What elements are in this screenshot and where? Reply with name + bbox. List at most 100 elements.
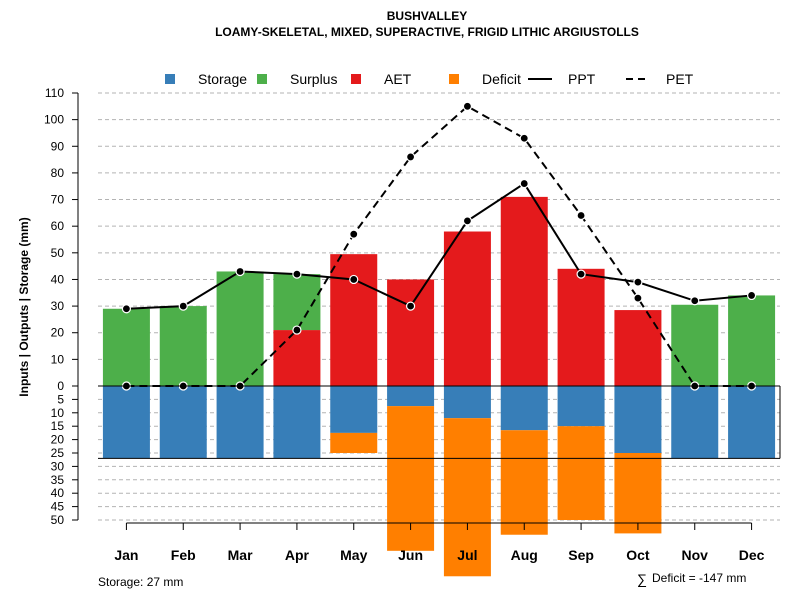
y-tick-label: 20	[51, 326, 65, 340]
chart-title: BUSHVALLEY	[387, 9, 467, 23]
x-tick-label: Mar	[228, 547, 253, 563]
surplus-bar	[728, 295, 776, 386]
ppt-point	[292, 269, 302, 279]
storage-swatch	[165, 74, 175, 84]
y-tick-label: 80	[51, 166, 65, 180]
storage-bar	[614, 386, 662, 453]
bars	[102, 196, 776, 577]
chart-subtitle: LOAMY-SKELETAL, MIXED, SUPERACTIVE, FRIG…	[215, 25, 639, 39]
surplus-bar	[159, 306, 207, 386]
pet-point	[349, 229, 359, 239]
axes: 0102030405060708090100110510152025303540…	[44, 86, 781, 563]
ppt-point	[405, 301, 416, 311]
aet-bar	[387, 279, 435, 386]
ppt-point	[576, 269, 586, 279]
aet-bar	[273, 330, 321, 386]
pet-point	[633, 293, 643, 303]
ppt-point	[519, 178, 529, 189]
aet-swatch	[351, 74, 361, 84]
pet-point	[462, 101, 473, 111]
storage-bar	[728, 386, 776, 459]
y-tick-label: 15	[51, 419, 65, 433]
ppt-point	[121, 304, 132, 314]
deficit-bar	[614, 453, 662, 534]
y-axis-label: Inputs | Outputs | Storage (mm)	[17, 217, 31, 396]
lines	[121, 101, 757, 391]
legend: Storage Surplus AET Deficit PPT PET	[165, 71, 694, 87]
gridlines	[98, 92, 780, 521]
pet-point	[405, 152, 416, 162]
y-tick-label: 90	[51, 139, 65, 153]
x-tick-label: Jan	[114, 547, 138, 563]
storage-bar	[216, 386, 264, 459]
y-tick-label: 40	[51, 486, 65, 500]
storage-bar	[273, 386, 321, 459]
y-tick-label: 100	[44, 113, 64, 127]
surplus-swatch	[257, 74, 267, 84]
y-tick-label: 30	[51, 459, 65, 473]
surplus-legend-label: Surplus	[290, 71, 337, 87]
deficit-footnote: Deficit = -147 mm	[652, 571, 746, 585]
x-tick-label: Nov	[682, 547, 709, 563]
y-tick-label: 70	[51, 193, 65, 207]
pet-point	[576, 210, 586, 221]
y-tick-label: 50	[51, 513, 65, 527]
surplus-bar	[102, 308, 150, 386]
y-tick-label: 35	[51, 473, 65, 487]
x-tick-label: May	[340, 547, 367, 563]
ppt-point	[746, 290, 757, 301]
x-tick-label: Apr	[285, 547, 310, 563]
x-tick-label: Aug	[511, 547, 538, 563]
storage-bar	[102, 386, 150, 459]
deficit-bar	[557, 426, 605, 520]
storage-bar	[330, 386, 378, 433]
surplus-bar	[216, 271, 264, 386]
y-tick-label: 10	[51, 406, 65, 420]
x-tick-label: Feb	[171, 547, 196, 563]
ppt-point	[235, 266, 245, 277]
aet-legend-label: AET	[384, 71, 412, 87]
y-tick-label: 60	[51, 219, 65, 233]
storage-bar	[387, 386, 435, 407]
pet-point	[292, 325, 302, 335]
pet-point	[519, 133, 529, 143]
ppt-point	[462, 216, 473, 226]
ppt-point	[349, 274, 359, 285]
sum-symbol-icon: ∑	[637, 571, 647, 587]
storage-footnote: Storage: 27 mm	[98, 575, 183, 589]
x-tick-label: Oct	[626, 547, 650, 563]
ppt-point	[690, 296, 700, 306]
deficit-swatch	[449, 74, 459, 84]
aet-bar	[330, 254, 378, 386]
y-tick-label: 0	[57, 379, 64, 393]
deficit-bar	[500, 430, 548, 535]
x-tick-label: Jul	[457, 547, 477, 563]
aet-bar	[614, 310, 662, 386]
ppt-point	[633, 277, 643, 287]
aet-bar	[557, 268, 605, 386]
deficit-bar	[330, 432, 378, 453]
y-tick-label: 25	[51, 446, 65, 460]
x-tick-label: Dec	[739, 547, 765, 563]
y-tick-label: 110	[45, 86, 64, 100]
storage-bar	[557, 386, 605, 427]
ppt-legend-label: PPT	[568, 71, 596, 87]
storage-bar	[500, 386, 548, 431]
storage-bar	[443, 386, 491, 419]
aet-bar	[443, 231, 491, 386]
y-tick-label: 50	[51, 246, 65, 260]
ppt-point	[178, 301, 188, 311]
storage-bar	[159, 386, 207, 459]
deficit-legend-label: Deficit	[482, 71, 521, 87]
y-tick-label: 40	[51, 272, 65, 286]
storage-legend-label: Storage	[198, 71, 247, 87]
pet-legend-label: PET	[666, 71, 694, 87]
ppt-line	[126, 182, 752, 310]
y-tick-label: 30	[51, 299, 65, 313]
x-tick-label: Jun	[398, 547, 423, 563]
x-tick-label: Sep	[568, 547, 594, 563]
aet-bar	[500, 196, 548, 386]
deficit-bar	[443, 418, 491, 577]
y-tick-label: 45	[51, 500, 65, 514]
